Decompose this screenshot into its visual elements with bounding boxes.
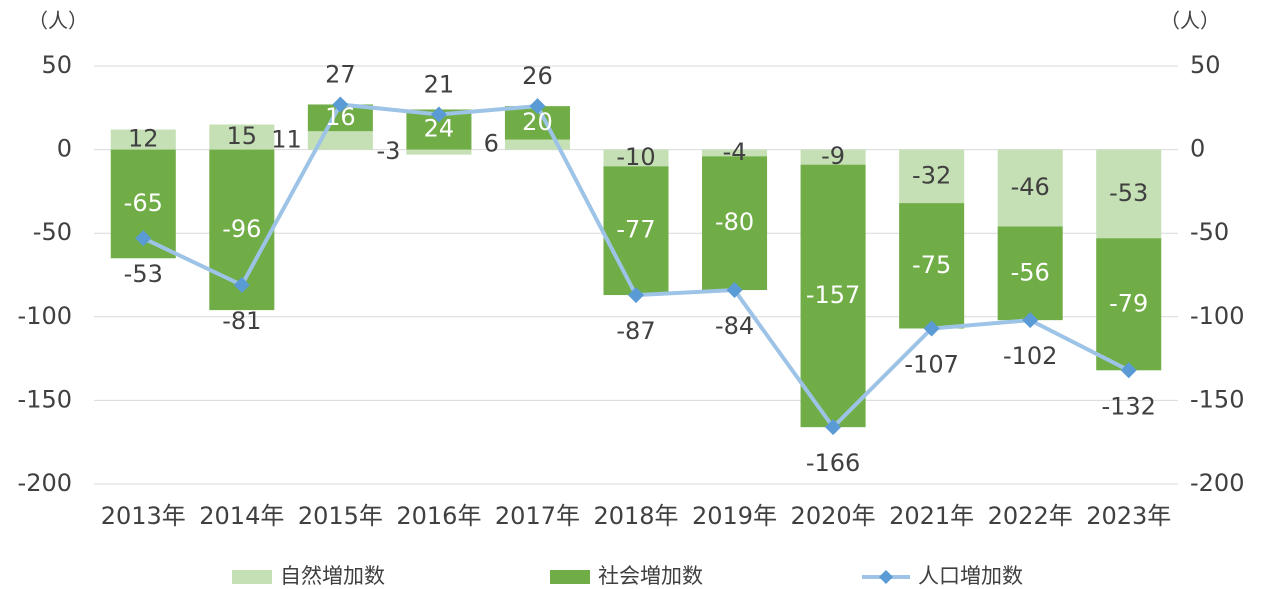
bar (800, 149, 866, 165)
bar (504, 139, 570, 150)
bar (603, 166, 669, 296)
y-tick-label: -200 (18, 469, 72, 497)
bar (1096, 238, 1162, 371)
line-marker (529, 98, 546, 115)
legend-swatch (232, 570, 272, 584)
bar (800, 164, 866, 428)
data-label: -107 (904, 351, 958, 379)
x-tick-label: 2023年 (1086, 502, 1171, 530)
data-label: -4 (723, 138, 747, 166)
bar (997, 149, 1063, 227)
data-label: -132 (1101, 392, 1155, 420)
data-label: -166 (806, 449, 860, 477)
legend-marker (879, 570, 893, 584)
bar (1096, 149, 1162, 239)
y-unit-label: （人） (28, 9, 88, 33)
bar (997, 226, 1063, 321)
data-label: 20 (522, 108, 553, 136)
data-label: 24 (424, 115, 455, 143)
data-label: 15 (227, 122, 258, 150)
y-tick-label: 0 (57, 135, 72, 163)
data-label: -3 (376, 137, 400, 165)
data-label: 21 (424, 70, 455, 98)
y2-tick-label: -200 (1190, 469, 1244, 497)
y2-tick-label: -50 (1190, 218, 1229, 246)
data-label: -157 (806, 281, 860, 309)
line-marker (332, 96, 349, 113)
data-label: 6 (484, 130, 499, 158)
data-label: 27 (325, 60, 356, 88)
data-label: -75 (912, 251, 951, 279)
bar (899, 203, 965, 329)
legend-label: 自然増加数 (280, 564, 385, 588)
data-label: -87 (616, 317, 655, 345)
legend-swatch (550, 570, 590, 584)
x-tick-label: 2017年 (495, 502, 580, 530)
bar (702, 156, 768, 291)
x-tick-label: 2013年 (101, 502, 186, 530)
data-label: 11 (271, 125, 302, 153)
line-marker (233, 277, 250, 294)
data-label: -53 (1109, 179, 1148, 207)
data-label: 26 (522, 62, 553, 90)
data-label: 16 (325, 103, 356, 131)
data-label: 12 (128, 125, 159, 153)
x-tick-label: 2021年 (889, 502, 974, 530)
y-tick-label: 50 (41, 51, 72, 79)
line-marker (726, 282, 743, 299)
data-label: -84 (715, 312, 754, 340)
x-tick-label: 2019年 (692, 502, 777, 530)
data-label: -46 (1011, 173, 1050, 201)
bar (899, 149, 965, 204)
x-tick-label: 2014年 (199, 502, 284, 530)
y-tick-label: -100 (18, 302, 72, 330)
data-label: -56 (1011, 258, 1050, 286)
data-label: -10 (616, 143, 655, 171)
y-tick-label: -150 (18, 385, 72, 413)
data-label: -96 (222, 215, 261, 243)
legend-label: 社会増加数 (598, 564, 703, 588)
bar (209, 124, 275, 150)
y2-tick-label: 0 (1190, 135, 1205, 163)
data-label: -79 (1109, 289, 1148, 317)
bar (406, 149, 472, 155)
y2-tick-label: -150 (1190, 385, 1244, 413)
bar (110, 129, 176, 150)
data-label: -102 (1003, 342, 1057, 370)
data-label: -81 (222, 307, 261, 335)
line-marker (135, 230, 152, 247)
x-tick-label: 2020年 (791, 502, 876, 530)
y-tick-label: -50 (33, 218, 72, 246)
data-label: -32 (912, 161, 951, 189)
y2-tick-label: -100 (1190, 302, 1244, 330)
line-marker (825, 419, 842, 436)
legend-label: 人口増加数 (918, 564, 1023, 588)
line-marker (628, 287, 644, 304)
x-tick-label: 2015年 (298, 502, 383, 530)
data-label: -77 (616, 216, 655, 244)
bar (603, 149, 669, 167)
y2-unit-label: （人） (1160, 9, 1220, 33)
line-marker (1022, 312, 1039, 329)
data-label: -65 (124, 189, 163, 217)
y2-tick-label: 50 (1190, 51, 1221, 79)
data-label: -80 (715, 208, 754, 236)
x-tick-label: 2022年 (988, 502, 1073, 530)
data-label: -9 (821, 142, 845, 170)
line-marker (923, 320, 940, 337)
line-marker (1120, 362, 1137, 379)
line-marker (430, 106, 447, 123)
bar (702, 149, 768, 157)
data-label: -53 (124, 260, 163, 288)
x-tick-label: 2018年 (593, 502, 678, 530)
x-tick-label: 2016年 (396, 502, 481, 530)
